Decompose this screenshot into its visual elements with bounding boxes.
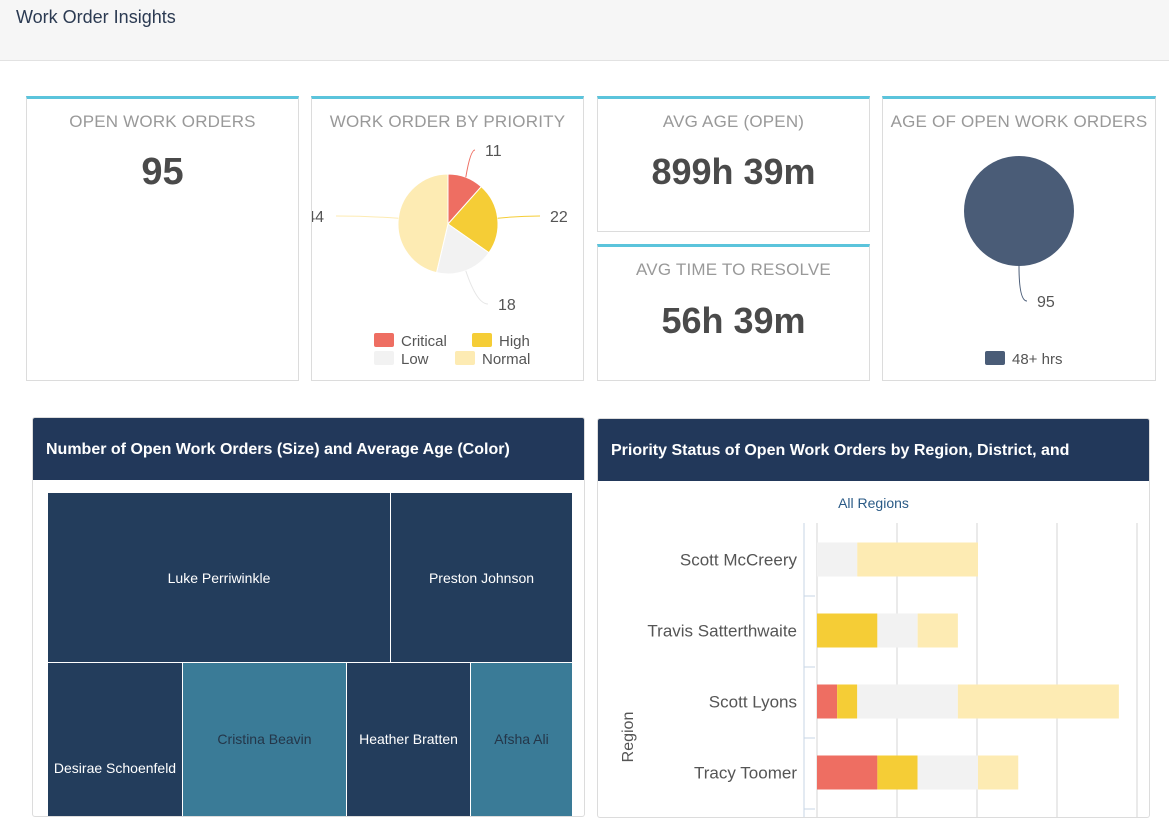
avg-age-title: AVG AGE (OPEN)	[662, 112, 805, 131]
bar-high-travis-satterthwaite	[817, 613, 878, 648]
avg-resolve-title: AVG TIME TO RESOLVE	[636, 260, 831, 279]
pie-data-label: 11	[485, 143, 502, 160]
pie-connector-normal	[335, 215, 399, 219]
priority-pie-title: WORK ORDER BY PRIORITY	[329, 112, 566, 131]
bar-normal-scott-mccreery	[857, 542, 978, 577]
pie-data-label: 44	[312, 209, 324, 226]
treemap-cell-label: Heather Bratten	[359, 731, 458, 747]
treemap-cell[interactable]: Luke Perriwinkle	[47, 492, 391, 663]
pie-connector-high	[497, 215, 541, 219]
legend-swatch-low	[374, 351, 394, 365]
priority-region-header: Priority Status of Open Work Orders by R…	[598, 419, 1149, 481]
legend-swatch-critical	[374, 333, 394, 347]
treemap-cell[interactable]: Heather Bratten	[346, 662, 471, 816]
priority-pie-chart: 11 22 18 44 Critical High Low Normal	[312, 143, 568, 368]
bar-low-tracy-toomer	[917, 755, 978, 790]
bar-critical-tracy-toomer	[817, 755, 878, 790]
treemap-cell[interactable]: Desirae Schoenfeld	[47, 662, 183, 816]
top-bar: Work Order Insights	[0, 0, 1169, 61]
pie-connector-critical	[465, 149, 476, 178]
open-work-orders-card: OPEN WORK ORDERS 95	[26, 96, 299, 381]
pie-slice-normal	[397, 173, 449, 274]
legend-swatch-normal	[455, 351, 475, 365]
pie-slice-48-hrs	[964, 156, 1074, 266]
treemap-cell[interactable]: Preston Johnson	[390, 492, 573, 663]
open-work-orders-title: OPEN WORK ORDERS	[69, 112, 256, 131]
y-tick-label: Tracy Toomer	[694, 764, 797, 783]
bar-normal-travis-satterthwaite	[917, 613, 958, 648]
pie-connector	[1018, 265, 1028, 302]
priority-pie-card: WORK ORDER BY PRIORITY 11 22 18 44 Critical H…	[311, 96, 584, 381]
pie-connector-low	[465, 270, 489, 305]
bar-normal-scott-lyons	[957, 684, 1119, 719]
y-axis-title: Region	[620, 712, 637, 763]
bar-low-travis-satterthwaite	[877, 613, 918, 648]
avg-age-card: AVG AGE (OPEN) 899h 39m	[597, 96, 870, 232]
pie-slice-high	[447, 185, 499, 254]
treemap-title: Number of Open Work Orders (Size) and Av…	[46, 441, 510, 458]
treemap-cell-label: Cristina Beavin	[217, 731, 312, 747]
treemap-cell-label: Luke Perriwinkle	[167, 569, 271, 586]
treemap-header: Number of Open Work Orders (Size) and Av…	[33, 418, 584, 480]
bar-low-scott-mccreery	[817, 542, 858, 577]
treemap-cell-label: Afsha Ali	[494, 731, 549, 747]
age-pie-card: AGE OF OPEN WORK ORDERS 95 48+ hrs	[882, 96, 1156, 381]
all-regions-link[interactable]: All Regions	[838, 495, 909, 511]
legend-label-high: High	[499, 333, 530, 350]
age-pie-chart: 95 48+ hrs	[964, 156, 1074, 368]
page-title: Work Order Insights	[16, 7, 176, 27]
avg-age-value: 899h 39m	[651, 151, 816, 192]
pie-data-label: 18	[498, 297, 516, 314]
y-tick-label: Scott Lyons	[709, 693, 797, 712]
legend-label-critical: Critical	[401, 333, 447, 350]
legend-swatch-48-hrs	[985, 351, 1005, 365]
bar-low-scott-lyons	[857, 684, 958, 719]
legend-label-low: Low	[401, 351, 429, 368]
treemap-cell-label: Preston Johnson	[428, 569, 535, 586]
open-work-orders-value: 95	[141, 151, 184, 193]
pie-slice-low	[435, 223, 490, 275]
pie-data-label: 95	[1037, 294, 1055, 311]
treemap-panel: Number of Open Work Orders (Size) and Av…	[32, 417, 585, 817]
pie-data-label: 22	[550, 209, 568, 226]
age-pie-title: AGE OF OPEN WORK ORDERS	[890, 112, 1148, 131]
treemap-cell-label: Desirae Schoenfeld	[53, 760, 177, 776]
y-tick-label: Scott McCreery	[680, 551, 798, 570]
avg-resolve-card: AVG TIME TO RESOLVE 56h 39m	[597, 244, 870, 381]
legend-label-48-hrs: 48+ hrs	[1012, 351, 1062, 368]
legend-label-normal: Normal	[482, 351, 530, 368]
bar-critical-scott-lyons	[817, 684, 838, 719]
priority-region-title: Priority Status of Open Work Orders by R…	[611, 442, 1070, 459]
y-tick-label: Travis Satterthwaite	[647, 622, 797, 641]
bar-normal-tracy-toomer	[978, 755, 1019, 790]
bar-high-tracy-toomer	[877, 755, 918, 790]
priority-region-panel: Priority Status of Open Work Orders by R…	[597, 418, 1150, 818]
avg-resolve-value: 56h 39m	[661, 300, 806, 341]
priority-region-bar-chart: Scott McCreery Travis Satterthwaite Scott …	[620, 523, 1138, 817]
treemap-cell[interactable]: Cristina Beavin	[182, 662, 347, 816]
bar-high-scott-lyons	[837, 684, 858, 719]
treemap-cell[interactable]: Afsha Ali	[470, 662, 573, 816]
legend-swatch-high	[472, 333, 492, 347]
